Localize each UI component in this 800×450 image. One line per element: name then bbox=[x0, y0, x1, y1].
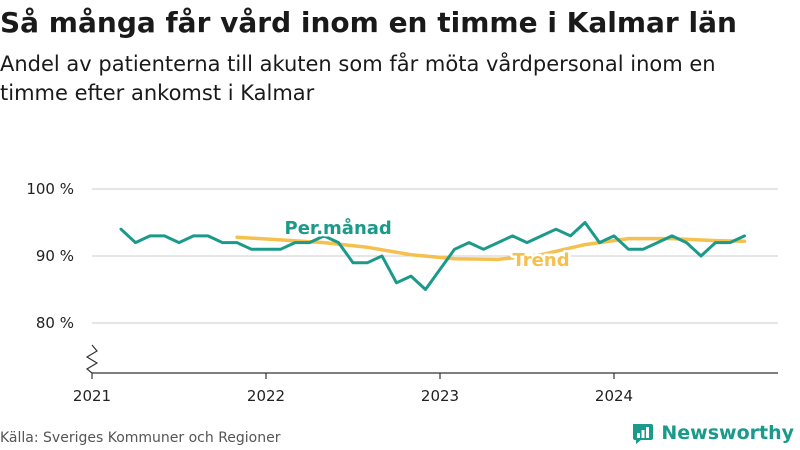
series-labels: Per.månad Trend bbox=[282, 214, 572, 273]
series-lines bbox=[119, 221, 747, 291]
monthly-line bbox=[119, 221, 746, 291]
monthly-label: Per.månad bbox=[285, 217, 392, 239]
brand-name: Newsworthy bbox=[661, 422, 794, 444]
brand-logo: Newsworthy bbox=[631, 420, 794, 446]
x-axis bbox=[85, 344, 778, 374]
x-tick-label: 2023 bbox=[421, 387, 459, 405]
axis-break-mark bbox=[85, 344, 99, 374]
line-chart: 80 % 90 % 100 % 2021 2022 2023 2024 Per.månad… bbox=[26, 180, 778, 405]
trend-label: Trend bbox=[513, 250, 570, 271]
bar-chart-logo-icon bbox=[633, 424, 654, 444]
x-tick-label: 2021 bbox=[73, 387, 111, 405]
chart-subtitle: Andel av patienterna till akuten som får… bbox=[0, 52, 716, 105]
y-tick-label: 80 % bbox=[36, 314, 74, 332]
trend-line bbox=[235, 235, 747, 262]
y-axis-ticks: 80 % 90 % 100 % bbox=[26, 180, 74, 332]
page-title: Så många får vård inom en timme i Kalmar… bbox=[0, 6, 737, 39]
x-tick-label: 2024 bbox=[595, 387, 633, 405]
y-tick-label: 100 % bbox=[26, 180, 74, 198]
source-note: Källa: Sveriges Kommuner och Regioner bbox=[0, 430, 281, 446]
x-axis-ticks: 2021 2022 2023 2024 bbox=[73, 373, 633, 405]
x-tick-label: 2022 bbox=[247, 387, 285, 405]
y-tick-label: 90 % bbox=[36, 247, 74, 265]
